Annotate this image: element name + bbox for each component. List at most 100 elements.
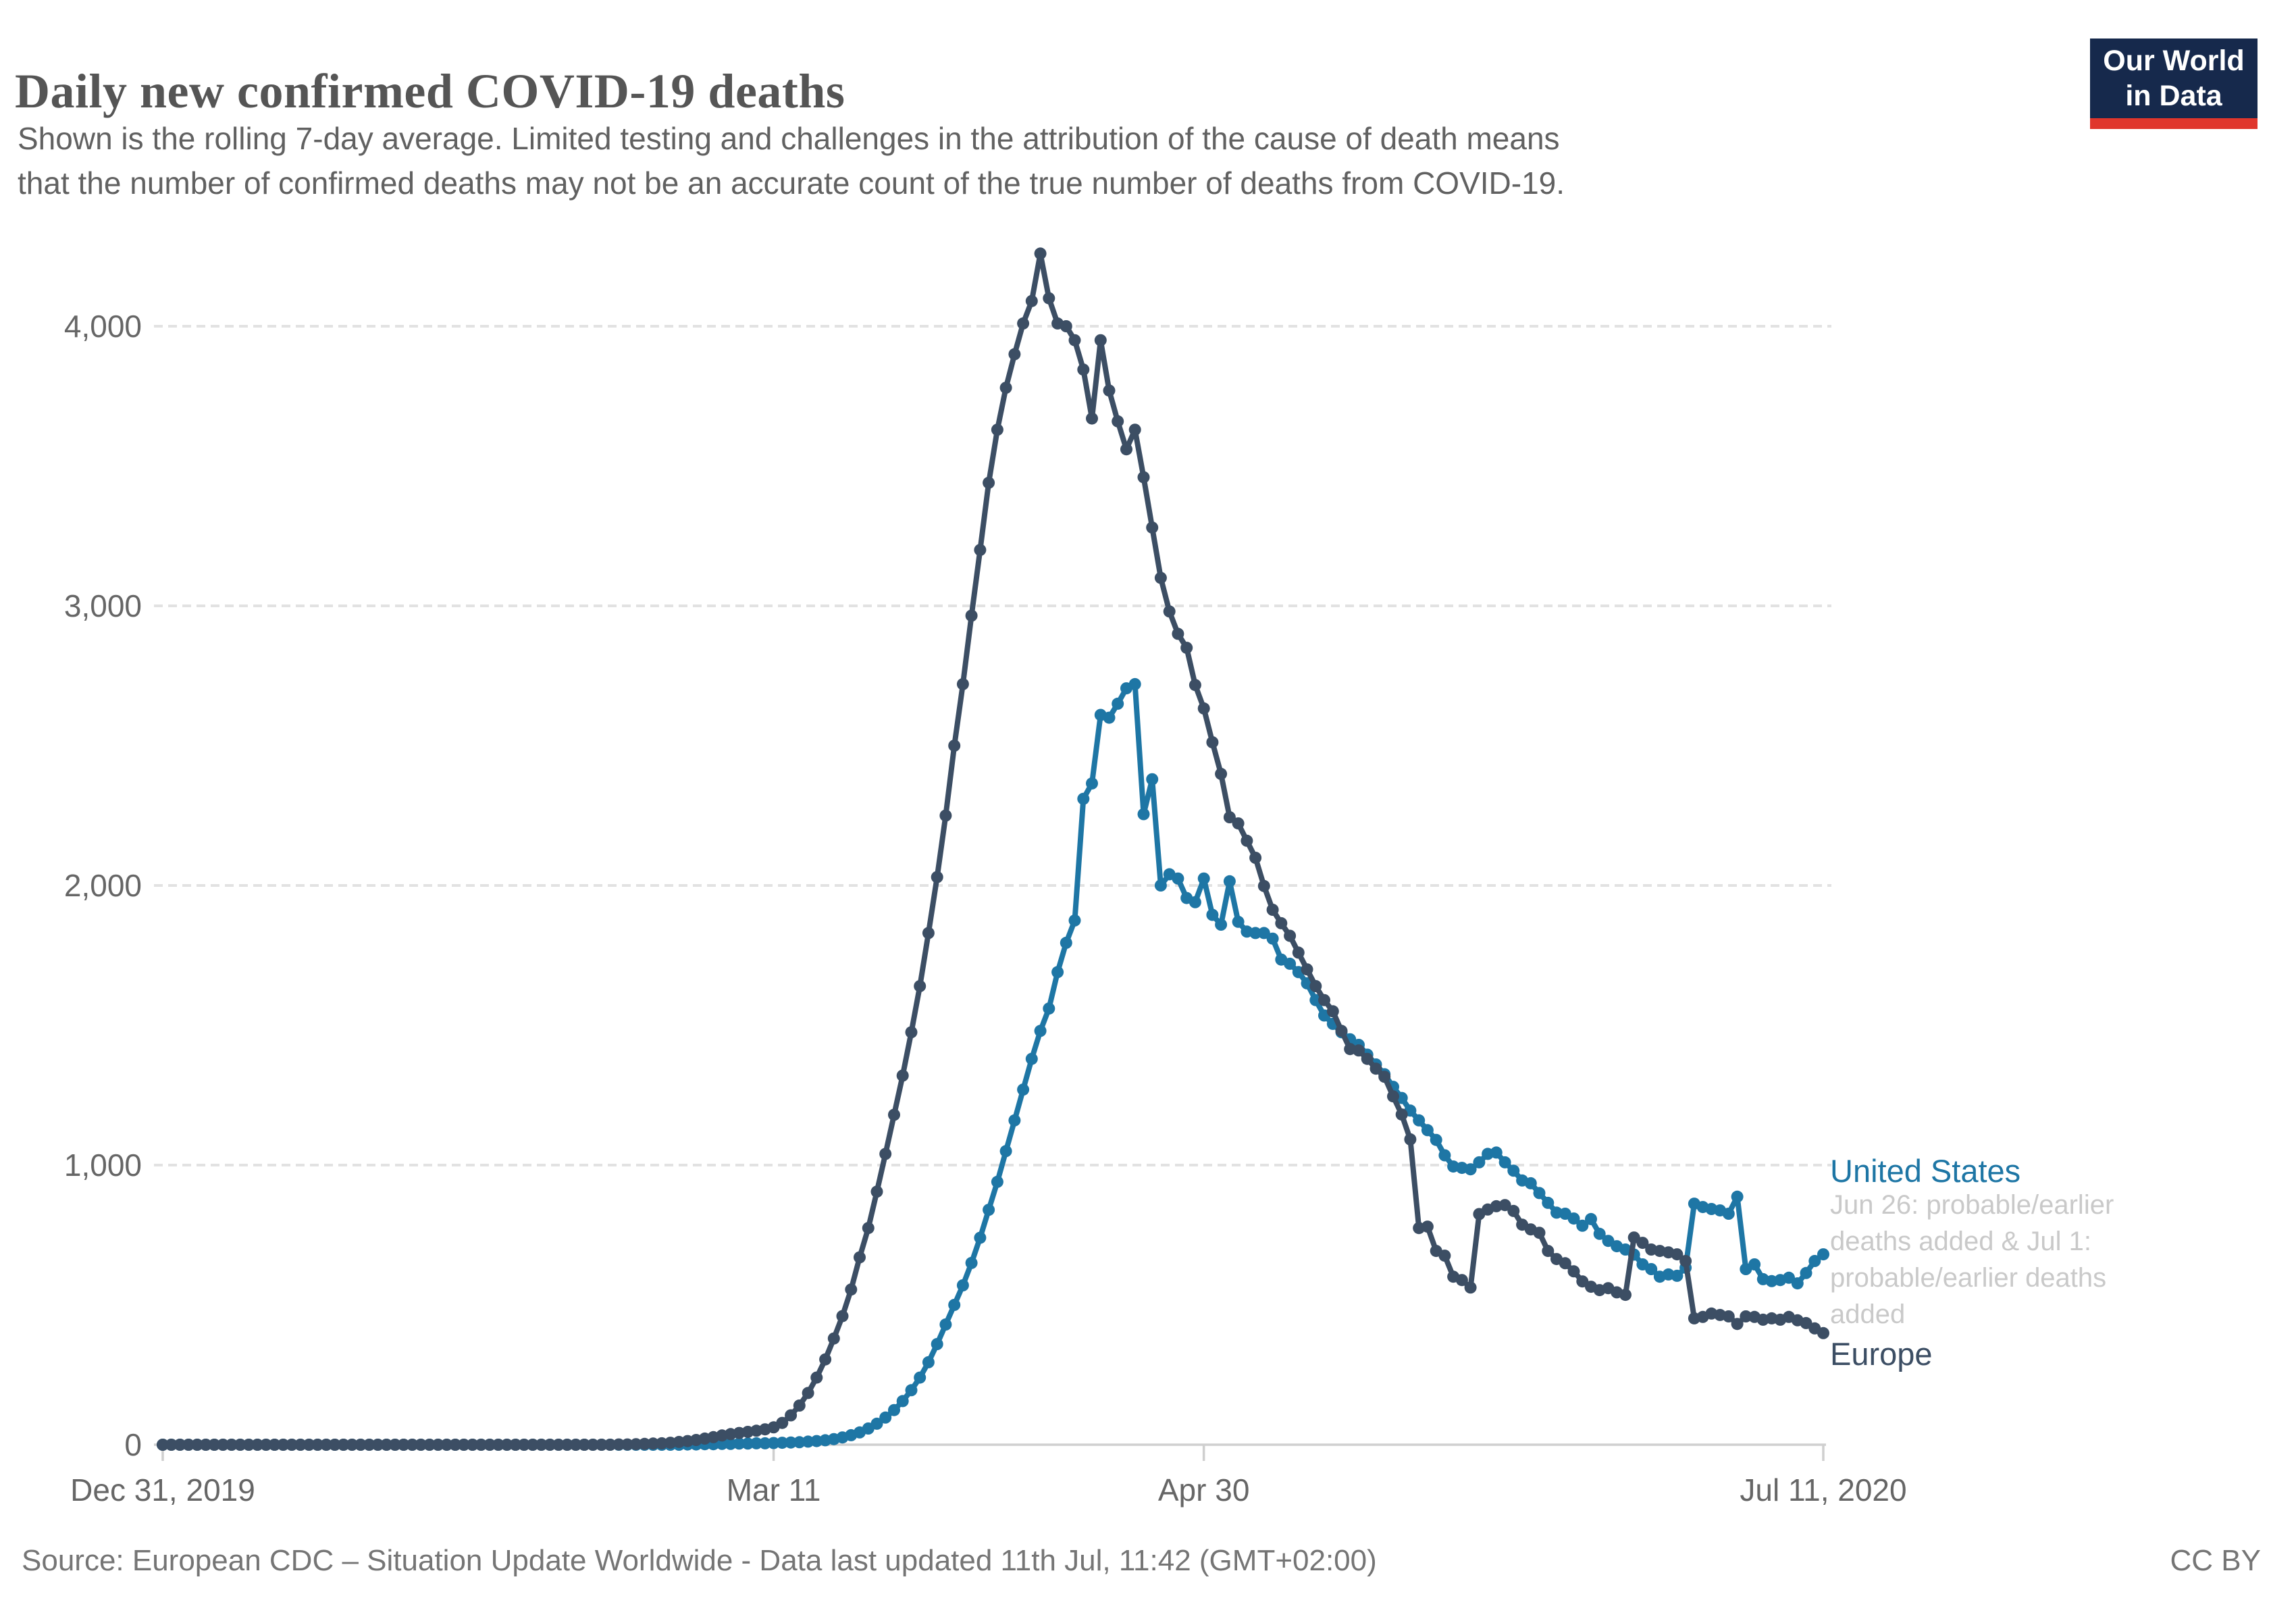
europe-point[interactable] xyxy=(802,1387,814,1399)
united-states-point[interactable] xyxy=(922,1356,935,1368)
series-label-europe[interactable]: Europe xyxy=(1830,1336,1933,1372)
europe-point[interactable] xyxy=(1025,294,1038,307)
united-states-point[interactable] xyxy=(1430,1133,1442,1146)
europe-point[interactable] xyxy=(492,1439,504,1451)
europe-point[interactable] xyxy=(337,1439,350,1451)
europe-point[interactable] xyxy=(174,1439,186,1451)
owid-logo[interactable]: Our World in Data xyxy=(2090,38,2258,129)
europe-point[interactable] xyxy=(1542,1245,1555,1258)
europe-point[interactable] xyxy=(346,1439,359,1451)
europe-point[interactable] xyxy=(931,871,943,883)
europe-point[interactable] xyxy=(1464,1281,1477,1294)
united-states-point[interactable] xyxy=(1206,908,1219,921)
europe-point[interactable] xyxy=(457,1439,470,1451)
europe-point[interactable] xyxy=(1249,852,1262,864)
europe-point[interactable] xyxy=(1387,1090,1399,1103)
united-states-point[interactable] xyxy=(1817,1248,1829,1261)
united-states-point[interactable] xyxy=(1257,927,1270,940)
europe-point[interactable] xyxy=(974,544,987,557)
europe-point[interactable] xyxy=(1008,348,1021,361)
europe-point[interactable] xyxy=(1361,1052,1374,1065)
europe-point[interactable] xyxy=(1137,471,1150,484)
united-states-point[interactable] xyxy=(1808,1255,1821,1267)
europe-point[interactable] xyxy=(1722,1310,1735,1322)
united-states-point[interactable] xyxy=(1086,777,1098,790)
europe-point[interactable] xyxy=(1128,423,1141,436)
europe-point[interactable] xyxy=(484,1439,496,1451)
europe-point[interactable] xyxy=(389,1439,401,1451)
europe-point[interactable] xyxy=(535,1439,548,1451)
europe-point[interactable] xyxy=(1017,317,1030,330)
europe-point[interactable] xyxy=(854,1251,866,1264)
europe-point[interactable] xyxy=(1120,443,1132,456)
united-states-point[interactable] xyxy=(733,1437,746,1450)
europe-point[interactable] xyxy=(1043,292,1055,305)
europe-point[interactable] xyxy=(1301,963,1313,976)
europe-point[interactable] xyxy=(1817,1327,1829,1339)
europe-point[interactable] xyxy=(612,1438,625,1451)
united-states-point[interactable] xyxy=(1585,1212,1597,1225)
united-states-point[interactable] xyxy=(1524,1177,1537,1189)
europe-point[interactable] xyxy=(1559,1257,1571,1270)
europe-point[interactable] xyxy=(1378,1071,1391,1083)
europe-point[interactable] xyxy=(629,1438,642,1451)
europe-point[interactable] xyxy=(1731,1318,1744,1331)
europe-point[interactable] xyxy=(1034,247,1047,260)
europe-point[interactable] xyxy=(320,1439,333,1451)
united-states-point[interactable] xyxy=(1533,1187,1546,1200)
united-states-point[interactable] xyxy=(724,1437,737,1450)
europe-point[interactable] xyxy=(1740,1310,1752,1322)
license-badge[interactable]: CC BY xyxy=(2170,1544,2261,1577)
europe-point[interactable] xyxy=(1060,320,1072,332)
united-states-point[interactable] xyxy=(776,1437,789,1449)
europe-point[interactable] xyxy=(1266,904,1279,916)
united-states-point[interactable] xyxy=(1034,1025,1047,1037)
europe-point[interactable] xyxy=(1309,980,1322,992)
united-states-point[interactable] xyxy=(767,1437,780,1449)
united-states-point[interactable] xyxy=(1060,936,1072,949)
europe-point[interactable] xyxy=(217,1439,230,1451)
europe-point[interactable] xyxy=(793,1399,806,1412)
europe-point[interactable] xyxy=(1215,767,1228,780)
europe-point[interactable] xyxy=(1257,879,1270,892)
europe-point[interactable] xyxy=(1353,1044,1365,1057)
united-states-point[interactable] xyxy=(1593,1227,1606,1240)
europe-point[interactable] xyxy=(1077,363,1090,376)
united-states-point[interactable] xyxy=(1498,1156,1511,1168)
europe-point[interactable] xyxy=(1395,1108,1408,1121)
europe-point[interactable] xyxy=(1567,1265,1580,1278)
united-states-point[interactable] xyxy=(1645,1263,1658,1275)
europe-point[interactable] xyxy=(1421,1220,1434,1233)
united-states-point[interactable] xyxy=(896,1395,909,1408)
europe-point[interactable] xyxy=(1103,384,1116,397)
europe-point[interactable] xyxy=(1369,1062,1382,1075)
europe-point[interactable] xyxy=(939,809,952,822)
europe-point[interactable] xyxy=(1507,1204,1520,1217)
europe-point[interactable] xyxy=(251,1439,264,1451)
united-states-point[interactable] xyxy=(965,1256,978,1269)
europe-point[interactable] xyxy=(1232,817,1245,830)
united-states-point[interactable] xyxy=(1197,872,1210,885)
series-label-united-states[interactable]: United States xyxy=(1830,1153,2021,1189)
europe-point[interactable] xyxy=(363,1439,375,1451)
europe-point[interactable] xyxy=(1498,1199,1511,1212)
united-states-point[interactable] xyxy=(1043,1002,1055,1015)
united-states-point[interactable] xyxy=(1103,711,1116,724)
europe-point[interactable] xyxy=(1404,1133,1417,1146)
europe-point[interactable] xyxy=(242,1439,255,1451)
europe-point[interactable] xyxy=(965,609,978,622)
europe-point[interactable] xyxy=(1112,415,1124,428)
europe-point[interactable] xyxy=(397,1439,410,1451)
united-states-point[interactable] xyxy=(1112,697,1124,710)
europe-point[interactable] xyxy=(1275,917,1288,929)
united-states-point[interactable] xyxy=(1783,1271,1795,1284)
united-states-point[interactable] xyxy=(1172,872,1184,885)
europe-point[interactable] xyxy=(500,1439,513,1451)
europe-point[interactable] xyxy=(1068,334,1081,346)
europe-point[interactable] xyxy=(1671,1248,1684,1261)
united-states-point[interactable] xyxy=(1068,914,1081,927)
europe-point[interactable] xyxy=(836,1310,849,1322)
united-states-point[interactable] xyxy=(1215,919,1228,931)
europe-point[interactable] xyxy=(259,1439,272,1451)
europe-point[interactable] xyxy=(785,1409,798,1422)
